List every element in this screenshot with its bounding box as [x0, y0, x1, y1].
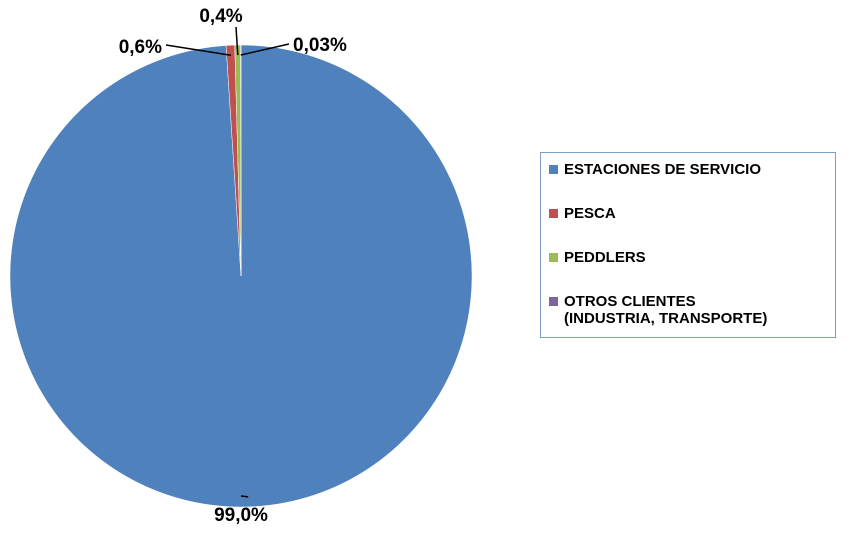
legend-label: OTROS CLIENTES (INDUSTRIA, TRANSPORTE) — [564, 293, 768, 327]
legend-swatch — [549, 209, 558, 218]
legend-item: PEDDLERS — [549, 249, 835, 266]
legend-swatch — [549, 165, 558, 174]
legend-label: PESCA — [564, 205, 616, 222]
legend-swatch — [549, 297, 558, 306]
legend-label: PEDDLERS — [564, 249, 646, 266]
leader-line — [240, 495, 249, 498]
legend: ESTACIONES DE SERVICIO PESCA PEDDLERS OTROS… — [540, 152, 836, 338]
legend-item: PESCA — [549, 205, 835, 222]
data-label: 0,03% — [293, 35, 347, 56]
legend-label: ESTACIONES DE SERVICIO — [564, 161, 761, 178]
leader-line — [235, 26, 239, 56]
legend-item: OTROS CLIENTES (INDUSTRIA, TRANSPORTE) — [549, 293, 835, 327]
leader-line — [165, 44, 231, 56]
leader-line — [240, 43, 290, 56]
data-label: 0,6% — [119, 37, 162, 58]
legend-item: ESTACIONES DE SERVICIO — [549, 161, 835, 178]
data-label: 99,0% — [214, 505, 268, 526]
data-label: 0,4% — [199, 6, 242, 27]
legend-swatch — [549, 253, 558, 262]
